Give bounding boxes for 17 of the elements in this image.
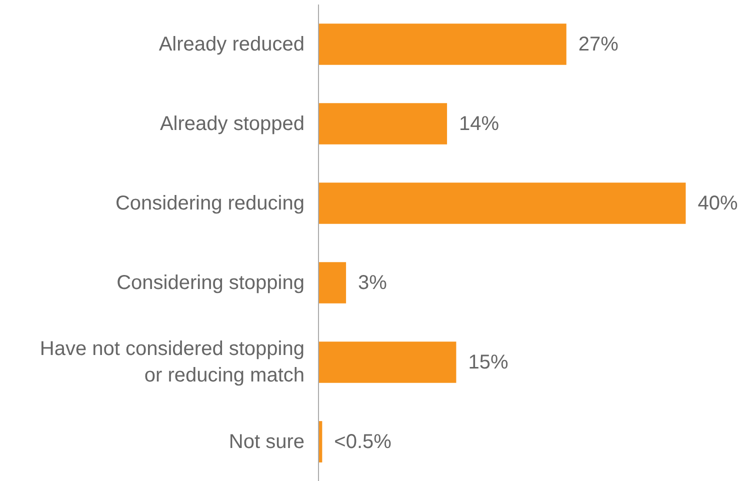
data-label: 27% bbox=[578, 33, 619, 56]
data-label: 15% bbox=[468, 351, 508, 374]
bar bbox=[318, 182, 686, 224]
bar bbox=[318, 342, 456, 383]
y-tick-label: Not sure bbox=[228, 430, 305, 453]
data-label: 40% bbox=[698, 192, 738, 214]
data-label: 3% bbox=[358, 272, 388, 294]
bar bbox=[318, 262, 346, 304]
y-tick-label: Considering stopping bbox=[116, 272, 305, 294]
data-label: 14% bbox=[459, 112, 500, 135]
bar bbox=[318, 103, 448, 144]
y-tick-label: Considering reducing bbox=[115, 192, 305, 214]
y-tick-label: Have not considered stopping or reducing match bbox=[40, 338, 305, 386]
y-tick-label: Already reduced bbox=[158, 33, 305, 56]
y-tick-label: Already stopped bbox=[160, 112, 305, 135]
bar bbox=[318, 24, 566, 65]
data-label: <0.5% bbox=[334, 430, 392, 453]
